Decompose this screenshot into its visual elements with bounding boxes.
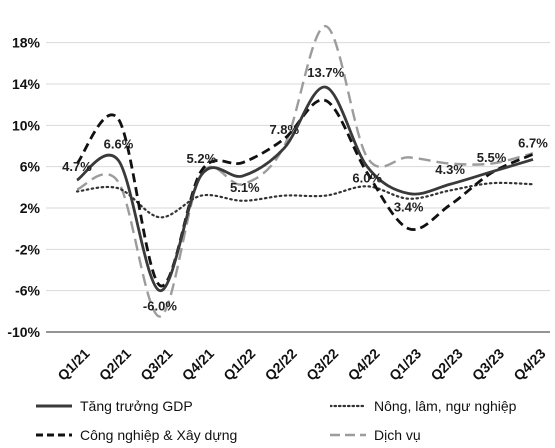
- x-tick-label: Q1/21: [54, 345, 92, 383]
- legend-swatch-agri: [330, 404, 366, 408]
- data-label: 5.2%: [187, 151, 217, 166]
- y-tick-label: -2%: [15, 241, 40, 257]
- legend-swatch-gdp: [36, 404, 72, 408]
- series-line-dash: [75, 98, 534, 287]
- x-tick-label: Q2/22: [262, 345, 300, 383]
- data-label: 6.6%: [104, 136, 134, 151]
- data-label: 6.0%: [352, 171, 382, 186]
- y-tick-label: 18%: [12, 35, 41, 51]
- data-label: 3.4%: [394, 200, 424, 215]
- x-tick-label: Q4/21: [179, 345, 217, 383]
- legend-swatch-industry: [36, 433, 72, 437]
- legend-swatch-services: [330, 433, 366, 437]
- data-label: 4.7%: [62, 159, 92, 174]
- x-tick-label: Q3/21: [137, 345, 175, 383]
- y-tick-label: 10%: [12, 117, 41, 133]
- legend-item-gdp: Tăng trưởng GDP: [36, 396, 193, 416]
- legend-label-services: Dịch vụ: [374, 427, 421, 443]
- x-tick-label: Q3/23: [469, 345, 507, 383]
- x-tick-label: Q2/21: [96, 345, 134, 383]
- data-label: 7.8%: [269, 122, 299, 137]
- x-tick-label: Q1/22: [220, 345, 258, 383]
- legend-label-industry: Công nghiệp & Xây dựng: [80, 427, 238, 443]
- y-tick-label: -10%: [7, 324, 40, 340]
- series-line-dotted: [75, 181, 535, 219]
- y-tick-label: 14%: [12, 76, 41, 92]
- data-label: 6.7%: [518, 135, 548, 150]
- x-tick-label: Q4/23: [510, 345, 548, 383]
- series-line-solid: [76, 85, 534, 293]
- legend-item-agri: Nông, lâm, ngư nghiệp: [330, 396, 516, 416]
- legend: Tăng trưởng GDP Nông, lâm, ngư nghiệp Cô…: [0, 392, 555, 448]
- legend-item-services: Dịch vụ: [330, 425, 421, 445]
- legend-label-gdp: Tăng trưởng GDP: [80, 398, 193, 414]
- x-tick-label: Q3/22: [303, 345, 341, 383]
- data-label: 13.7%: [307, 65, 344, 80]
- x-tick-label: Q4/22: [345, 345, 383, 383]
- legend-label-agri: Nông, lâm, ngư nghiệp: [374, 398, 517, 414]
- legend-item-industry: Công nghiệp & Xây dựng: [36, 425, 237, 445]
- y-tick-label: 2%: [20, 200, 41, 216]
- x-tick-label: Q2/23: [427, 345, 465, 383]
- data-label: 4.3%: [435, 162, 465, 177]
- data-label: 5.5%: [477, 150, 507, 165]
- data-label: -6.0%: [143, 299, 177, 314]
- series-line-longdash: [76, 24, 534, 318]
- y-tick-label: -6%: [15, 283, 40, 299]
- data-label: 5.1%: [230, 180, 260, 195]
- x-tick-label: Q1/23: [386, 345, 424, 383]
- y-tick-label: 6%: [20, 159, 41, 175]
